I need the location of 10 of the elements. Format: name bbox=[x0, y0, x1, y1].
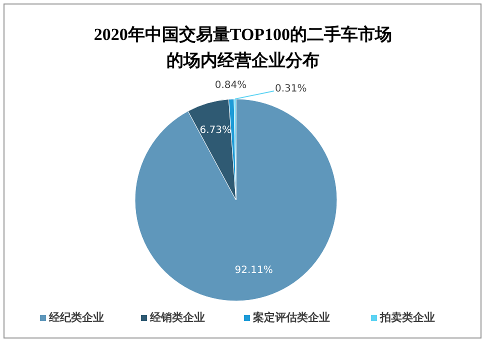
data-label: 0.31% bbox=[275, 84, 307, 95]
data-label: 6.73% bbox=[200, 124, 232, 136]
chart-title: 2020年中国交易量TOP100的二手车市场的场内经营企业分布 bbox=[94, 25, 392, 70]
legend-label: 案定评估类企业 bbox=[252, 311, 330, 324]
legend-label: 经纪类企业 bbox=[48, 311, 104, 324]
data-label: 0.84% bbox=[214, 80, 247, 91]
legend-label: 经销类企业 bbox=[149, 311, 205, 324]
data-label: 92.11% bbox=[234, 265, 273, 276]
pie-slice bbox=[134, 98, 338, 302]
legend-label: 拍卖类企业 bbox=[379, 311, 435, 324]
